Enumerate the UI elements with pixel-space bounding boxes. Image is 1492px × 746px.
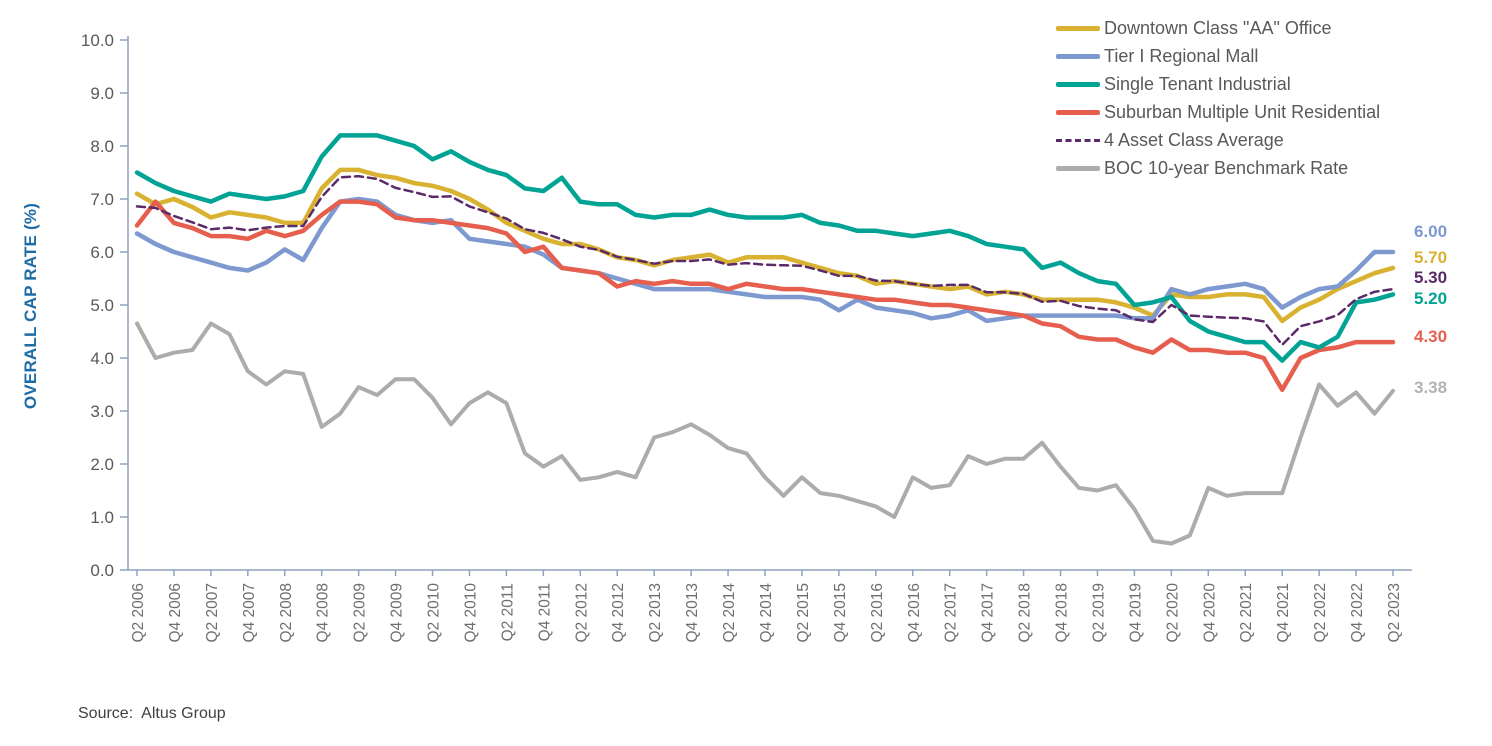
chart-legend: Downtown Class "AA" Office Tier I Region… <box>1056 14 1380 182</box>
y-tick-label: 7.0 <box>90 190 114 209</box>
legend-item-industrial: Single Tenant Industrial <box>1056 70 1380 98</box>
y-tick-label: 2.0 <box>90 455 114 474</box>
legend-item-residential: Suburban Multiple Unit Residential <box>1056 98 1380 126</box>
legend-swatch-residential <box>1056 109 1100 115</box>
x-tick-label: Q4 2014 <box>758 583 775 643</box>
legend-swatch-asset-average <box>1056 138 1100 142</box>
x-tick-label: Q2 2023 <box>1386 583 1403 642</box>
y-tick-label: 5.0 <box>90 296 114 315</box>
end-value-residential: 4.30 <box>1414 327 1448 346</box>
x-tick-label: Q4 2007 <box>241 583 258 642</box>
x-tick-label: Q2 2011 <box>499 583 516 641</box>
x-tick-label: Q2 2016 <box>869 583 886 642</box>
x-tick-label: Q2 2020 <box>1164 583 1181 643</box>
legend-item-boc-benchmark: BOC 10-year Benchmark Rate <box>1056 154 1380 182</box>
y-tick-label: 0.0 <box>90 561 114 580</box>
series-line-downtown-class-aa-office <box>134 167 1396 324</box>
legend-label: BOC 10-year Benchmark Rate <box>1104 157 1349 178</box>
x-tick-label: Q4 2020 <box>1201 583 1218 643</box>
end-value-regional-mall: 6.00 <box>1414 222 1448 241</box>
x-tick-label: Q2 2019 <box>1090 583 1107 642</box>
x-tick-label: Q2 2013 <box>647 583 664 642</box>
legend-label: Downtown Class "AA" Office <box>1104 17 1332 38</box>
legend-item-asset-average: 4 Asset Class Average <box>1056 126 1380 154</box>
x-tick-label: Q4 2016 <box>906 583 923 642</box>
legend-label: Tier I Regional Mall <box>1104 45 1259 66</box>
y-tick-label: 1.0 <box>90 508 114 527</box>
x-tick-label: Q2 2009 <box>352 583 369 642</box>
x-tick-label: Q4 2021 <box>1275 583 1292 642</box>
legend-item-regional-mall: Tier I Regional Mall <box>1056 42 1380 70</box>
legend-label: 4 Asset Class Average <box>1104 129 1284 150</box>
legend-label: Suburban Multiple Unit Residential <box>1104 101 1381 122</box>
x-tick-label: Q4 2012 <box>610 583 627 642</box>
legend-item-downtown-office: Downtown Class "AA" Office <box>1056 14 1380 42</box>
x-tick-label: Q4 2015 <box>832 583 849 642</box>
x-tick-label: Q2 2021 <box>1238 583 1255 642</box>
x-tick-label: Q2 2018 <box>1017 583 1034 642</box>
x-tick-label: Q4 2008 <box>315 583 332 642</box>
x-tick-label: Q2 2010 <box>426 583 443 643</box>
y-axis-title: OVERALL CAP RATE (%) <box>21 202 40 410</box>
legend-label: Single Tenant Industrial <box>1104 73 1291 94</box>
series-line-boc-10-year-benchmark-rate <box>135 321 1395 546</box>
legend-swatch-industrial <box>1056 81 1100 87</box>
end-value-boc-benchmark: 3.38 <box>1414 378 1448 397</box>
y-tick-label: 3.0 <box>90 402 114 421</box>
y-tick-label: 9.0 <box>90 84 114 103</box>
x-tick-label: Q2 2017 <box>943 583 960 642</box>
x-tick-label: Q4 2018 <box>1054 583 1071 642</box>
legend-swatch-regional-mall <box>1056 53 1100 59</box>
x-tick-label: Q2 2014 <box>721 583 738 643</box>
end-value-industrial: 5.20 <box>1414 289 1448 308</box>
x-tick-label: Q2 2007 <box>204 583 221 642</box>
x-tick-label: Q4 2006 <box>167 583 184 642</box>
y-tick-label: 6.0 <box>90 243 114 262</box>
y-tick-label: 10.0 <box>81 31 114 50</box>
legend-swatch-downtown-office <box>1056 25 1100 31</box>
x-tick-label: Q2 2022 <box>1312 583 1329 642</box>
x-tick-label: Q2 2012 <box>573 583 590 642</box>
source-attribution: Source: Altus Group <box>78 705 226 722</box>
series-line-4-asset-class-average <box>135 174 1395 347</box>
x-tick-label: Q4 2022 <box>1349 583 1366 642</box>
legend-swatch-boc-benchmark <box>1056 165 1100 171</box>
x-tick-label: Q4 2017 <box>980 583 997 642</box>
x-tick-label: Q4 2013 <box>684 583 701 642</box>
end-value-asset-average: 5.30 <box>1414 268 1448 287</box>
x-tick-label: Q2 2015 <box>795 583 812 642</box>
x-tick-label: Q4 2019 <box>1127 583 1144 642</box>
x-tick-label: Q2 2006 <box>130 583 147 642</box>
x-tick-label: Q4 2010 <box>462 583 479 643</box>
y-tick-label: 8.0 <box>90 137 114 156</box>
y-tick-label: 4.0 <box>90 349 114 368</box>
end-value-downtown-office: 5.70 <box>1414 248 1448 267</box>
x-tick-label: Q4 2009 <box>389 583 406 642</box>
x-tick-label: Q2 2008 <box>278 583 295 642</box>
series-line-suburban-multiple-unit-residential <box>134 199 1396 393</box>
x-tick-label: Q4 2011 <box>536 583 553 641</box>
